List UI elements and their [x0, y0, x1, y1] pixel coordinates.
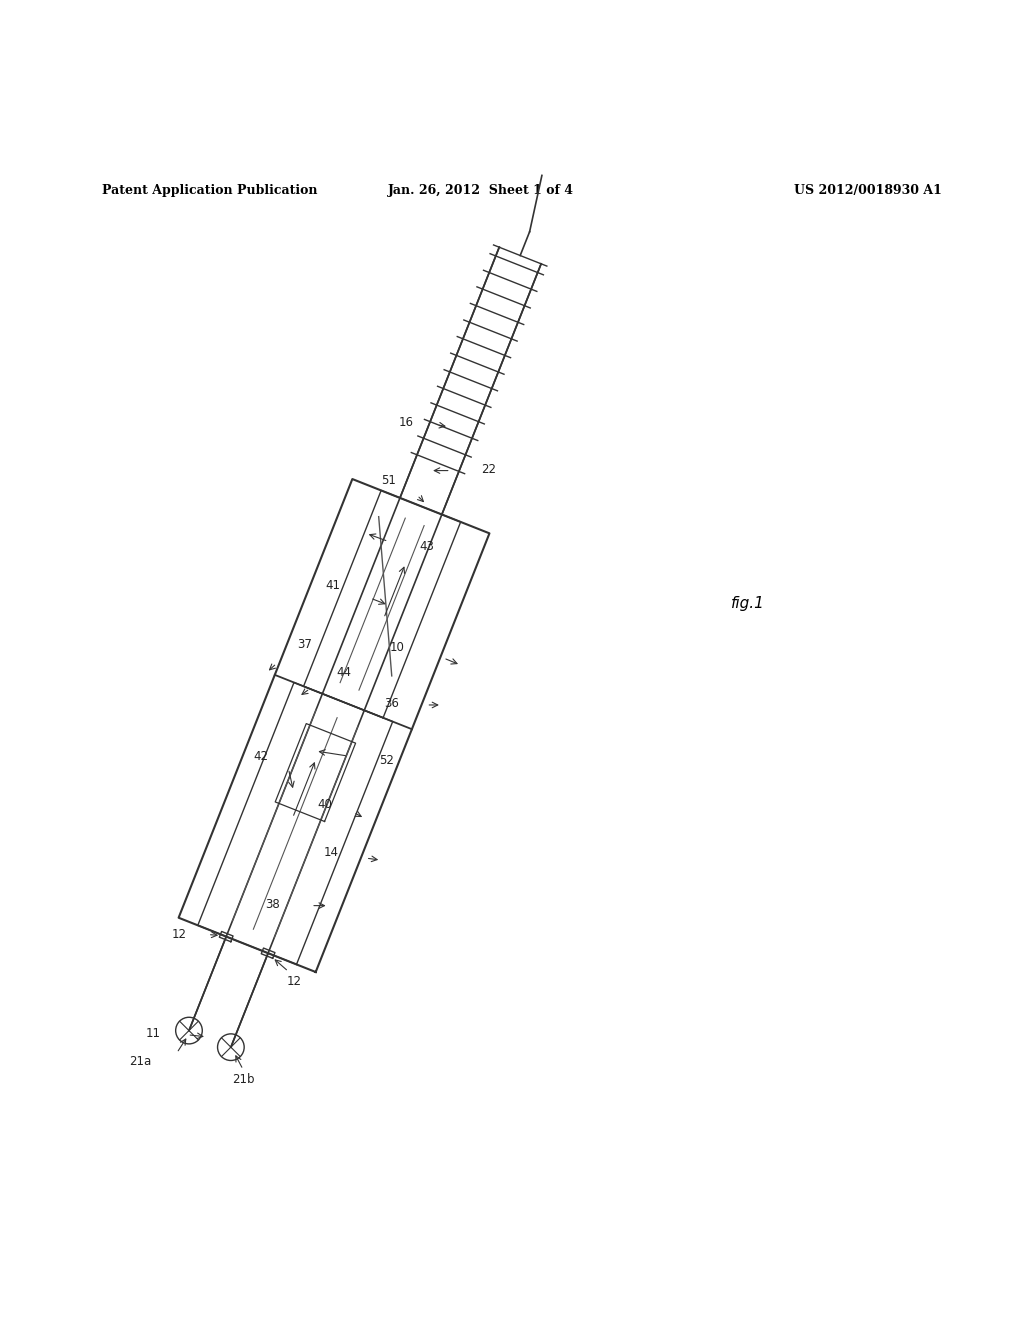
Text: 42: 42: [253, 750, 268, 763]
Text: 40: 40: [317, 797, 332, 810]
Text: 51: 51: [381, 474, 395, 487]
Text: 52: 52: [379, 754, 393, 767]
Text: Patent Application Publication: Patent Application Publication: [102, 183, 317, 197]
Text: 44: 44: [336, 665, 351, 678]
Polygon shape: [178, 479, 489, 972]
Text: 36: 36: [384, 697, 399, 710]
Text: 16: 16: [398, 416, 414, 429]
Text: 21a: 21a: [129, 1055, 151, 1068]
Text: 14: 14: [324, 846, 338, 859]
Text: 21b: 21b: [231, 1073, 254, 1086]
Text: 12: 12: [286, 975, 301, 989]
Text: 11: 11: [146, 1027, 161, 1040]
Text: 38: 38: [265, 898, 280, 911]
Text: US 2012/0018930 A1: US 2012/0018930 A1: [795, 183, 942, 197]
Text: 22: 22: [481, 463, 496, 477]
Text: 43: 43: [419, 540, 434, 553]
Text: Jan. 26, 2012  Sheet 1 of 4: Jan. 26, 2012 Sheet 1 of 4: [388, 183, 574, 197]
Text: 41: 41: [326, 579, 341, 593]
Text: fig.1: fig.1: [730, 597, 765, 611]
Text: 37: 37: [297, 639, 312, 651]
Text: 10: 10: [390, 642, 404, 655]
Text: 12: 12: [172, 928, 186, 941]
